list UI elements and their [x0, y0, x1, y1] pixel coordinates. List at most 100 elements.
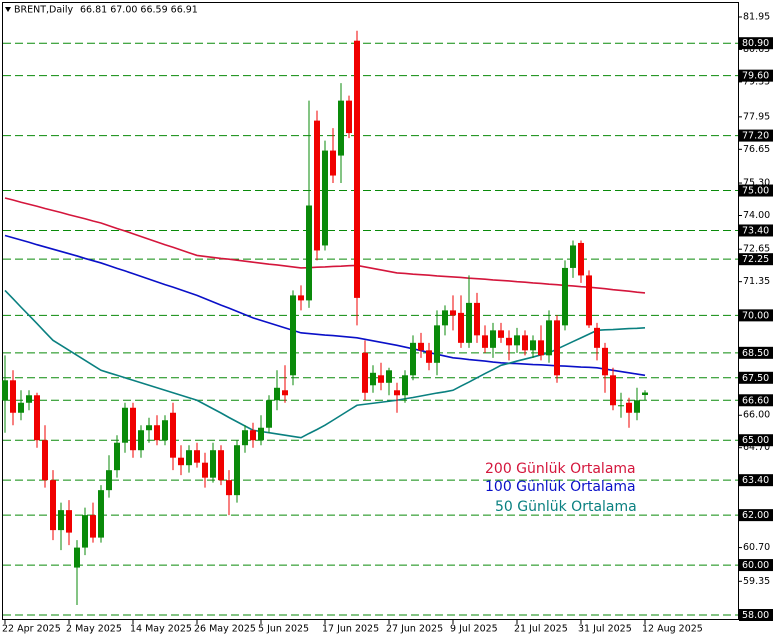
level-label-box [739, 253, 773, 266]
x-tick-label: 27 Jun 2025 [386, 624, 443, 635]
level-label: 67.50 [742, 373, 769, 384]
level-label-box [739, 371, 773, 384]
level-label: 77.20 [742, 131, 769, 142]
candle-body [170, 412, 176, 458]
y-tick-label: 76.65 [743, 144, 770, 155]
candle-body [578, 242, 584, 276]
plot-frame [2, 2, 739, 620]
candle-body [202, 462, 208, 478]
candle-body [538, 340, 544, 356]
candle-body [586, 275, 592, 326]
level-label: 70.00 [742, 310, 769, 321]
candle-body [138, 430, 144, 451]
candle-body [18, 402, 24, 413]
y-tick-label: 66.00 [743, 410, 770, 421]
x-tick-label: 17 Jun 2025 [322, 624, 379, 635]
candle-body [130, 407, 136, 451]
moving-average-line [4, 289, 646, 439]
candle-body [178, 457, 184, 466]
candle-body [458, 312, 464, 343]
y-tick-label: 71.35 [743, 276, 770, 287]
candle-body [290, 295, 296, 376]
level-label-box [739, 394, 773, 407]
candle-body [610, 375, 616, 406]
chart-title: BRENT,Daily [14, 5, 73, 16]
candle-body [322, 150, 328, 246]
candle-body [154, 425, 160, 441]
candle-body [2, 380, 8, 401]
candle-body [498, 330, 504, 338]
candle-body [634, 400, 640, 413]
candle-body [450, 310, 456, 316]
y-tick-label: 75.30 [743, 178, 770, 189]
candle-body [194, 450, 200, 463]
y-tick-label: 59.35 [743, 576, 770, 587]
x-tick-label: 5 Jun 2025 [258, 624, 309, 635]
candle-body [514, 335, 520, 346]
level-label-box [739, 509, 773, 522]
candle-body [642, 392, 648, 396]
candle-body [482, 335, 488, 348]
candle-body [146, 425, 152, 431]
level-label-box [739, 224, 773, 237]
y-tick-label: 64.70 [743, 442, 770, 453]
candle-body [418, 342, 424, 351]
level-label-box [739, 129, 773, 142]
candle-body [506, 337, 512, 346]
candle-body [554, 320, 560, 376]
candle-body [50, 480, 56, 531]
candle-body [522, 335, 528, 351]
x-tick-label: 22 Apr 2025 [2, 624, 61, 635]
level-label-box [739, 37, 773, 50]
ohlc-readout: 66.81 67.00 66.59 66.91 [80, 5, 198, 16]
level-label: 72.25 [742, 254, 769, 265]
y-tick-label: 60.70 [743, 542, 770, 553]
y-tick-label: 77.95 [743, 111, 770, 122]
level-label-box [739, 559, 773, 572]
menu-arrow[interactable] [5, 7, 11, 12]
x-tick-label: 9 Jul 2025 [450, 624, 498, 635]
candle-body [242, 430, 248, 446]
level-label-box [739, 474, 773, 487]
candle-body [250, 430, 256, 441]
candle-body [218, 450, 224, 481]
candle-body [362, 352, 368, 393]
candle-body [626, 402, 632, 413]
legend-entry: 100 Günlük Ortalama [485, 479, 636, 495]
candle-body [490, 330, 496, 348]
y-tick-label: 81.95 [743, 11, 770, 22]
candle-body [298, 295, 304, 301]
level-label-box [739, 434, 773, 447]
candle-body [98, 490, 104, 538]
y-tick-label: 74.00 [743, 210, 770, 221]
level-label: 80.90 [742, 38, 769, 49]
level-label: 60.00 [742, 560, 769, 571]
candle-body [562, 267, 568, 326]
level-label: 65.00 [742, 435, 769, 446]
moving-average-line [4, 234, 646, 377]
candle-body [314, 120, 320, 251]
x-tick-label: 21 Jul 2025 [514, 624, 568, 635]
candle-body [42, 440, 48, 481]
candle-body [402, 375, 408, 396]
candle-body [186, 450, 192, 466]
level-label-box [739, 184, 773, 197]
candle-body [58, 510, 64, 531]
x-tick-label: 12 Aug 2025 [642, 624, 703, 635]
candle-body [386, 370, 392, 383]
candle-body [370, 372, 376, 386]
level-label-box [739, 309, 773, 322]
legend-entry: 50 Günlük Ortalama [495, 499, 637, 515]
level-label-box [739, 346, 773, 359]
candle-body [66, 510, 72, 533]
candle-body [530, 340, 536, 351]
candle-body [90, 515, 96, 538]
level-label: 75.00 [742, 186, 769, 197]
candle-body [266, 400, 272, 428]
candle-body [162, 420, 168, 441]
candle-body [474, 302, 480, 336]
level-label: 63.40 [742, 475, 769, 486]
candle-body [274, 387, 280, 401]
